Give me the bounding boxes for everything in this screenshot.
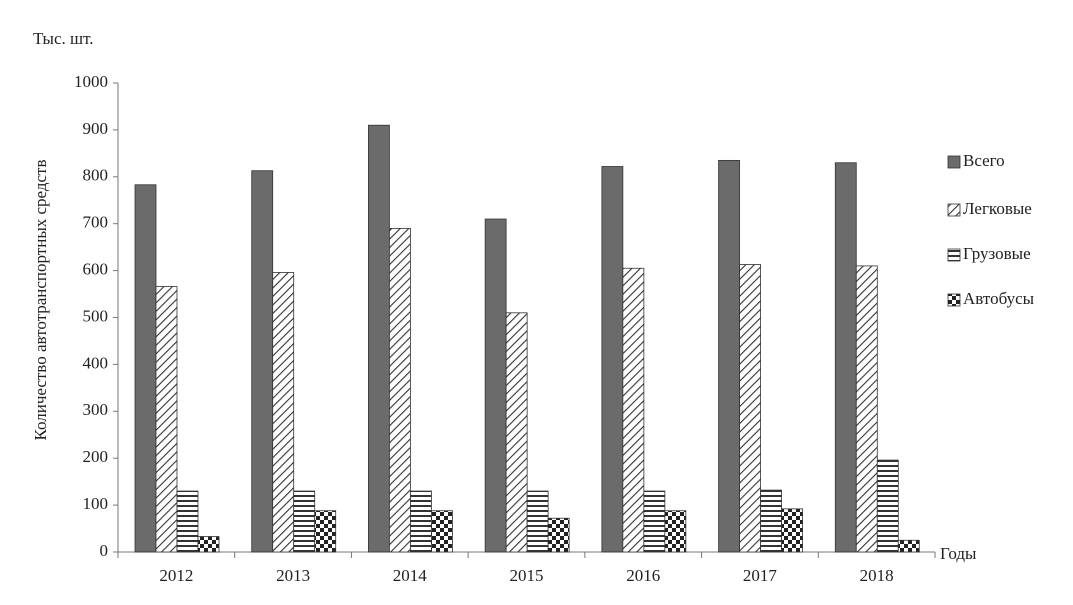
y-tick-label: 1000 [74, 72, 108, 91]
x-tick-label: 2012 [159, 566, 193, 585]
bar [622, 267, 645, 553]
bar [484, 218, 507, 553]
bar [368, 124, 390, 553]
bar [410, 490, 432, 553]
y-axis-label: Количество автотранспортных средств [31, 159, 50, 440]
x-tick-label: 2015 [510, 566, 544, 585]
bar [855, 265, 878, 553]
legend-swatch [947, 203, 961, 217]
legend-swatch [947, 248, 961, 262]
x-tick-label: 2018 [860, 566, 894, 585]
bar [155, 286, 178, 553]
x-tick-label: 2013 [276, 566, 310, 585]
legend-label: Всего [963, 151, 1005, 170]
bar [664, 510, 687, 553]
y-tick-label: 200 [83, 447, 109, 466]
y-tick-label: 400 [83, 353, 109, 372]
legend-swatch [947, 155, 961, 169]
legend-label: Легковые [963, 199, 1032, 218]
y-tick-label: 800 [83, 166, 109, 185]
bar [739, 264, 761, 553]
bar [834, 162, 857, 553]
bar [781, 508, 803, 553]
bar [176, 490, 199, 553]
bar [760, 489, 782, 553]
y-tick-label: 600 [83, 260, 109, 279]
bar [389, 227, 411, 553]
legend-swatch [947, 293, 961, 307]
bar [526, 490, 549, 553]
bar [505, 312, 528, 553]
x-tick-label: 2014 [393, 566, 428, 585]
legend-label: Автобусы [963, 289, 1035, 308]
bar [718, 159, 740, 553]
x-tick-label: 2016 [626, 566, 660, 585]
bar [897, 539, 920, 553]
bar [272, 272, 295, 553]
y-tick-label: 700 [83, 213, 109, 232]
unit-label: Тыс. шт. [33, 29, 94, 48]
bar [314, 510, 337, 553]
bar [197, 536, 220, 553]
y-tick-label: 900 [83, 119, 109, 138]
bar [547, 517, 570, 553]
bar [431, 510, 453, 553]
bar [601, 166, 624, 553]
bar [293, 490, 316, 553]
bar [876, 459, 899, 553]
bar [134, 184, 157, 553]
y-tick-label: 500 [83, 306, 109, 325]
y-tick-label: 0 [100, 541, 109, 560]
bar [251, 170, 274, 553]
y-tick-label: 300 [83, 400, 109, 419]
y-tick-label: 100 [83, 494, 109, 513]
x-tick-label: 2017 [743, 566, 778, 585]
bar [643, 490, 666, 553]
legend-label: Грузовые [963, 244, 1031, 263]
x-axis-label: Годы [940, 544, 977, 563]
